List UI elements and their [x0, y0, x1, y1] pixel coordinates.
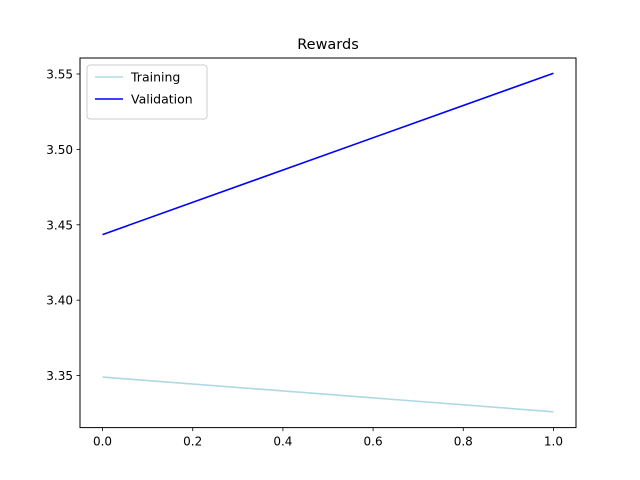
x-tick-label: 0.4 — [273, 435, 292, 449]
x-tick-label: 0.8 — [454, 435, 473, 449]
series-line-training — [102, 376, 554, 413]
legend-label-training: Training — [130, 70, 180, 85]
legend-label-validation: Validation — [131, 92, 193, 107]
x-tick-label: 0.0 — [93, 435, 112, 449]
legend-box — [86, 64, 208, 120]
legend: Training Validation — [86, 64, 208, 120]
plot-area-frame — [79, 57, 577, 429]
series-lines — [102, 72, 554, 413]
y-tick-label: 3.40 — [46, 294, 73, 308]
chart-title: Rewards — [297, 37, 359, 53]
y-tick-label: 3.35 — [46, 369, 73, 383]
x-tick-label: 1.0 — [544, 435, 563, 449]
y-tick-label: 3.45 — [46, 218, 73, 232]
series-line-validation — [102, 72, 554, 236]
x-tick-label: 0.6 — [364, 435, 383, 449]
y-tick-label: 3.55 — [46, 67, 73, 81]
y-tick-label: 3.50 — [46, 143, 73, 157]
x-axis: 0.0 0.2 0.4 0.6 0.8 1.0 — [93, 427, 563, 449]
x-tick-label: 0.2 — [183, 435, 202, 449]
y-axis: 3.35 3.40 3.45 3.50 3.55 — [46, 67, 80, 383]
